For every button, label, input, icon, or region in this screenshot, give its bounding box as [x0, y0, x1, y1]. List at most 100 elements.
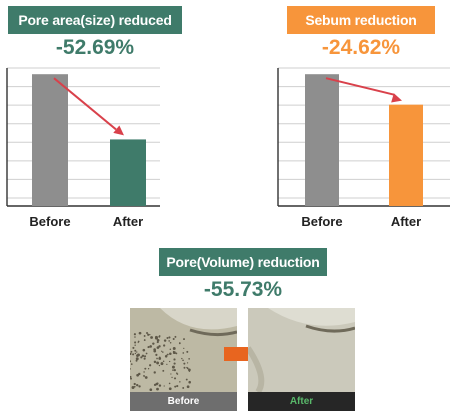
pore-dot	[136, 383, 139, 387]
pore-dot	[158, 364, 161, 367]
pore-dot	[135, 357, 139, 361]
pore-dot	[179, 381, 181, 383]
pore-dot	[168, 336, 171, 339]
pore-dot	[147, 368, 150, 370]
pore-dot	[130, 363, 133, 365]
pore-dot	[182, 387, 185, 389]
pore-dot	[143, 371, 145, 373]
pore-dot	[143, 375, 145, 377]
pore-area-title: Pore area(size) reduced	[8, 6, 182, 34]
pore-dot	[175, 352, 178, 355]
pore-dot	[130, 377, 132, 380]
pore-dot	[163, 339, 167, 342]
pore-dot	[183, 362, 186, 365]
pore-dot	[183, 347, 185, 349]
pore-dot	[132, 353, 135, 356]
before-photo: Before	[130, 308, 237, 411]
pore-dot	[147, 346, 150, 349]
pore-dot	[172, 337, 175, 340]
pore-dot	[186, 350, 189, 353]
pore-dot	[143, 357, 146, 360]
pore-dot	[156, 361, 160, 365]
pore-dot	[172, 350, 175, 353]
pore-dot	[134, 341, 137, 344]
pore-dot	[156, 382, 159, 384]
pore-dot	[149, 333, 151, 336]
pore-dot	[182, 352, 185, 354]
trend-arrow-line	[325, 77, 395, 96]
pore-dot	[188, 370, 191, 372]
pore-dot	[176, 372, 178, 374]
pore-dot	[144, 376, 148, 379]
trend-arrow-head	[391, 93, 402, 103]
x-tick-label-after: After	[391, 214, 421, 229]
pore-dot	[183, 366, 186, 369]
pore-dot	[168, 360, 171, 363]
pore-dot	[156, 341, 159, 344]
pore-dot	[178, 342, 181, 345]
pore-dot	[188, 358, 190, 360]
pore-dot	[132, 346, 135, 349]
pore-dot	[168, 387, 172, 391]
pore-volume-change: -55.73%	[203, 278, 283, 301]
trend-arrow-line	[53, 77, 117, 131]
pore-dot	[130, 350, 133, 353]
pore-dot	[181, 357, 183, 360]
pore-dot	[173, 377, 177, 380]
sebum-title: Sebum reduction	[287, 6, 435, 34]
pore-dot	[163, 385, 165, 387]
pore-dot	[134, 336, 136, 338]
pore-dot	[188, 368, 191, 372]
pore-dot	[131, 385, 135, 389]
pore-dot	[153, 360, 157, 364]
pore-dot	[156, 338, 160, 342]
pore-dot	[149, 388, 153, 392]
pore-dot	[162, 369, 165, 372]
pore-dot	[144, 367, 147, 370]
pore-area-chart: Before After	[6, 67, 160, 229]
pore-dot	[169, 352, 172, 355]
pore-dot	[137, 353, 140, 357]
pore-dot	[186, 366, 188, 369]
pore-area-change: -52.69%	[55, 36, 135, 59]
pore-dot	[154, 335, 158, 339]
before-skin-image	[130, 308, 237, 411]
pore-dot	[161, 350, 163, 352]
pore-dot	[171, 365, 175, 369]
x-tick-label-before: Before	[301, 214, 342, 229]
pore-dot	[143, 339, 146, 341]
after-photo: After	[248, 308, 355, 411]
pore-dot	[173, 358, 176, 361]
pore-dot	[142, 354, 145, 357]
pore-dot	[153, 371, 156, 374]
pore-dot	[171, 376, 173, 379]
pore-dot	[130, 368, 131, 370]
pore-dot	[158, 335, 161, 338]
pore-dot	[138, 385, 141, 388]
after-skin-image	[248, 308, 355, 411]
pore-dot	[150, 336, 153, 339]
pore-dot	[153, 349, 157, 353]
pore-dot	[153, 383, 157, 386]
pore-dot	[136, 351, 138, 353]
pore-dot	[158, 384, 162, 387]
pore-dot	[162, 360, 165, 363]
pore-dot	[137, 340, 140, 343]
trend-arrow-head	[113, 125, 124, 136]
pore-dot	[168, 382, 171, 385]
pore-dot	[147, 333, 150, 336]
pore-dot	[143, 355, 147, 358]
pore-dot	[133, 382, 136, 386]
pore-dot	[172, 369, 174, 371]
pore-dot	[162, 351, 164, 353]
pore-dot	[160, 362, 164, 366]
bar-before	[305, 74, 339, 206]
pore-dot	[145, 352, 148, 355]
pore-dot	[169, 341, 172, 344]
pore-dot	[185, 378, 188, 381]
pore-dot	[186, 362, 189, 364]
pore-dot	[143, 335, 146, 337]
pore-dot	[130, 352, 132, 355]
sebum-change: -24.62%	[321, 36, 401, 59]
pore-dot	[136, 373, 140, 377]
